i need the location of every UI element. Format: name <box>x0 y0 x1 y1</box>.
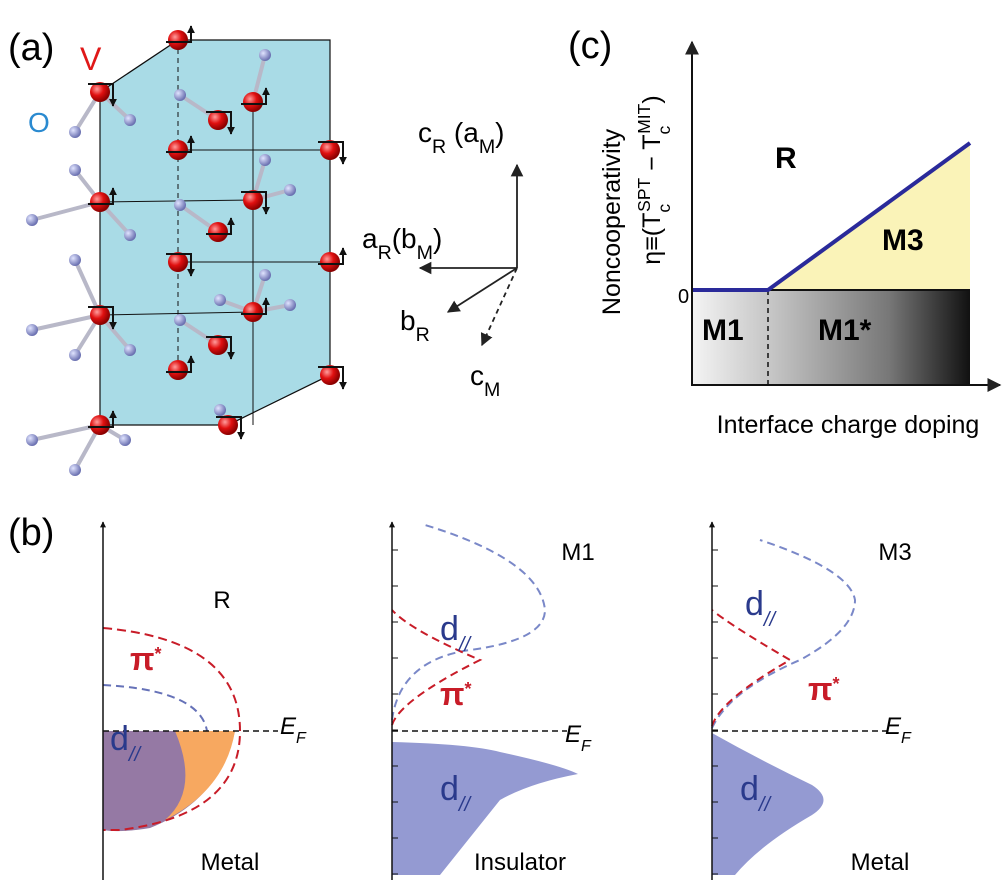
panel-label: (a) <box>8 27 54 69</box>
vanadium-atom <box>243 302 263 322</box>
vanadium-atom <box>320 252 340 272</box>
vanadium-atom <box>90 192 110 212</box>
oxygen-atom <box>69 349 81 361</box>
state-label: Metal <box>201 849 260 876</box>
phase-label: M1* <box>818 314 872 347</box>
d-base: d <box>745 585 764 623</box>
oxygen-atom <box>284 184 296 196</box>
fermi-base: E <box>885 713 902 740</box>
oxygen-atom <box>174 199 186 211</box>
d-band <box>712 540 855 728</box>
y-axis-label: Noncooperativity <box>598 128 626 315</box>
d-base: d <box>110 720 129 758</box>
vanadium-atom <box>168 30 188 50</box>
axis-label: cR (aM) <box>418 117 505 158</box>
panel-title: R <box>213 587 230 614</box>
phase-diagram: (c) Noncooperativity η≡(TcSPT − TcMIT) 0… <box>568 25 1000 439</box>
d-sub: // <box>762 609 778 631</box>
pi-sup: * <box>155 644 162 664</box>
pi-base: π <box>440 676 465 712</box>
oxygen-atom <box>69 254 81 266</box>
pi-label: π* <box>130 641 162 677</box>
oxygen-atom <box>124 229 136 241</box>
oxygen-atom <box>26 324 38 336</box>
d-sub: // <box>457 634 473 656</box>
vanadium-atom <box>208 222 228 242</box>
fermi-sub: F <box>581 738 592 755</box>
oxygen-atom <box>259 49 271 61</box>
oxygen-atom <box>214 294 226 306</box>
panel-label: (b) <box>8 512 54 554</box>
phase-label: M3 <box>882 224 924 257</box>
phase-label: M1 <box>702 314 744 347</box>
axis-arrow <box>448 268 517 312</box>
oxygen-atom <box>174 89 186 101</box>
oxygen-atom <box>284 299 296 311</box>
oxygen-atom <box>124 344 136 356</box>
oxygen-atom <box>119 434 131 446</box>
oxygen-atom <box>69 164 81 176</box>
vanadium-atom <box>168 360 188 380</box>
d-label: d// <box>745 585 777 631</box>
pi-sup: * <box>833 674 840 694</box>
oxygen-atom <box>26 214 38 226</box>
atom-label: V <box>80 41 102 77</box>
oxygen-atom <box>69 126 81 138</box>
panel-label: (c) <box>568 25 612 67</box>
vanadium-atom <box>168 140 188 160</box>
atom-label: O <box>28 107 50 138</box>
crystal-structure <box>26 26 343 476</box>
y-axis-formula: η≡(TcSPT − TcMIT) <box>634 95 674 264</box>
phase-label: R <box>775 142 797 175</box>
fermi-base: E <box>565 721 582 748</box>
pi-label: π* <box>440 676 472 712</box>
pi-band <box>712 610 790 726</box>
d-base: d <box>740 770 759 808</box>
oxygen-atom <box>259 269 271 281</box>
oxygen-atom <box>259 154 271 166</box>
pi-sup: * <box>465 679 472 699</box>
vanadium-atom <box>90 415 110 435</box>
figure: (a) V O cR (aM) aR(bM) bR cM (c) Noncoop… <box>0 0 1003 886</box>
state-label: Insulator <box>474 849 566 876</box>
panel-title: M1 <box>561 539 594 566</box>
band-diagrams: RMetalπ*EFd//M1Insulatorπ*EFd//d//M3Meta… <box>103 522 912 880</box>
pi-band <box>392 610 480 725</box>
fermi-sub: F <box>296 730 307 747</box>
oxygen-atom <box>174 314 186 326</box>
oxygen-atom <box>214 404 226 416</box>
d-base: d <box>440 610 459 648</box>
fermi-sub: F <box>901 730 912 747</box>
panel-title: M3 <box>878 539 911 566</box>
oxygen-atom <box>26 434 38 446</box>
fermi-base: E <box>280 713 297 740</box>
oxygen-atom <box>69 464 81 476</box>
axes-diagram: cR (aM) aR(bM) bR cM <box>362 117 517 401</box>
pi-label: π* <box>808 671 840 707</box>
fermi-label: EF <box>280 713 307 747</box>
oxygen-atom <box>124 114 136 126</box>
origin-label: 0 <box>678 286 689 308</box>
state-label: Metal <box>851 849 910 876</box>
axis-label: cM <box>470 360 500 401</box>
pi-base: π <box>808 671 833 707</box>
x-axis-label: Interface charge doping <box>717 411 980 439</box>
fermi-label: EF <box>565 721 592 755</box>
d-base: d <box>440 770 459 808</box>
axis-label: aR(bM) <box>362 223 442 264</box>
axis-label: bR <box>400 305 430 346</box>
fermi-label: EF <box>885 713 912 747</box>
vanadium-atom <box>243 92 263 112</box>
pi-base: π <box>130 641 155 677</box>
